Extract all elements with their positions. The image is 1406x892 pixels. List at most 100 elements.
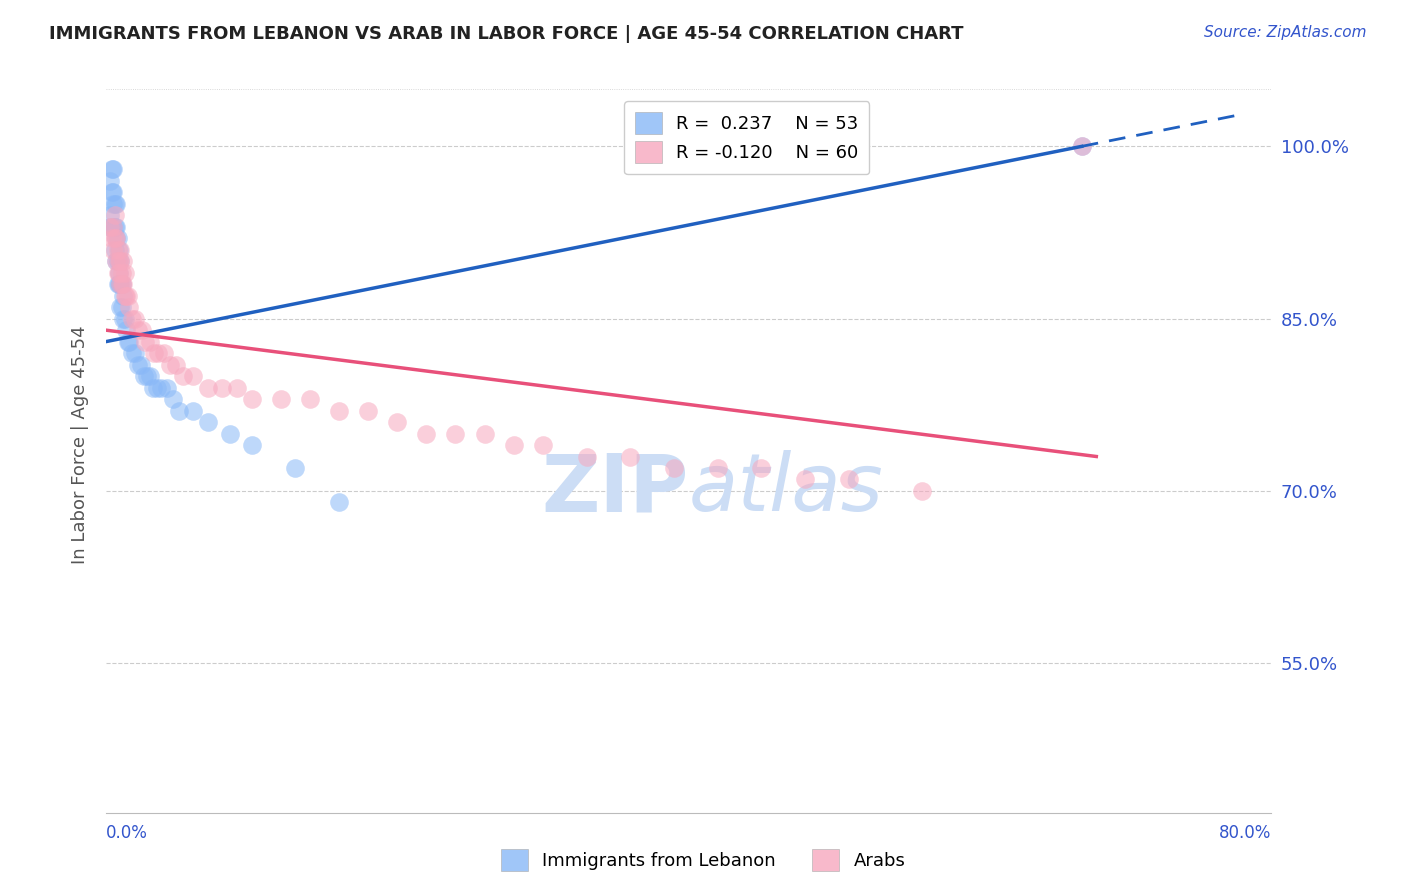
Point <box>108 266 131 280</box>
Point <box>1070 139 1092 153</box>
Text: Source: ZipAtlas.com: Source: ZipAtlas.com <box>1204 25 1367 40</box>
Point <box>114 288 136 302</box>
Point <box>910 483 932 498</box>
Point <box>211 381 233 395</box>
Point <box>98 174 121 188</box>
Point <box>197 381 219 395</box>
Point <box>100 162 122 177</box>
Point <box>240 438 263 452</box>
Point <box>103 219 125 234</box>
Point <box>104 219 127 234</box>
Point <box>112 288 135 302</box>
Point <box>444 426 467 441</box>
Point <box>105 219 128 234</box>
Point <box>108 266 131 280</box>
Point <box>111 277 134 292</box>
Point <box>197 415 219 429</box>
Point <box>328 495 350 509</box>
Point <box>110 277 132 292</box>
Point <box>108 277 131 292</box>
Point <box>143 346 166 360</box>
Point <box>794 473 817 487</box>
Point <box>181 403 204 417</box>
Point <box>226 381 249 395</box>
Point <box>118 300 141 314</box>
Point <box>111 300 134 314</box>
Point <box>181 369 204 384</box>
Point <box>105 254 128 268</box>
Point <box>110 243 132 257</box>
Point <box>117 288 139 302</box>
Point <box>117 334 139 349</box>
Point <box>118 334 141 349</box>
Point <box>127 358 149 372</box>
Point <box>162 392 184 406</box>
Point <box>107 254 129 268</box>
Point <box>124 311 146 326</box>
Point <box>103 186 125 200</box>
Point <box>156 381 179 395</box>
Point <box>284 461 307 475</box>
Point <box>298 392 321 406</box>
Point <box>121 311 143 326</box>
Point <box>98 208 121 222</box>
Point <box>328 403 350 417</box>
Point <box>98 219 121 234</box>
Point <box>103 162 125 177</box>
Point <box>474 426 496 441</box>
Point <box>619 450 641 464</box>
Legend: Immigrants from Lebanon, Arabs: Immigrants from Lebanon, Arabs <box>494 842 912 879</box>
Text: 0.0%: 0.0% <box>105 824 148 842</box>
Text: atlas: atlas <box>689 450 883 528</box>
Point <box>502 438 524 452</box>
Point <box>112 277 135 292</box>
Point <box>134 334 156 349</box>
Point <box>167 403 190 417</box>
Point <box>104 196 127 211</box>
Point <box>110 254 132 268</box>
Point <box>357 403 380 417</box>
Point <box>662 461 685 475</box>
Point <box>104 208 127 222</box>
Point <box>114 266 136 280</box>
Point <box>132 369 155 384</box>
Point <box>110 254 132 268</box>
Point <box>415 426 437 441</box>
Point <box>141 381 163 395</box>
Point <box>108 243 131 257</box>
Point <box>148 346 170 360</box>
Point <box>107 231 129 245</box>
Point <box>103 243 125 257</box>
Y-axis label: In Labor Force | Age 45-54: In Labor Force | Age 45-54 <box>72 326 89 565</box>
Point <box>107 243 129 257</box>
Point <box>838 473 860 487</box>
Point <box>127 323 149 337</box>
Point <box>100 231 122 245</box>
Text: IMMIGRANTS FROM LEBANON VS ARAB IN LABOR FORCE | AGE 45-54 CORRELATION CHART: IMMIGRANTS FROM LEBANON VS ARAB IN LABOR… <box>49 25 963 43</box>
Point <box>172 369 194 384</box>
Point <box>98 219 121 234</box>
Point <box>1070 139 1092 153</box>
Point <box>706 461 728 475</box>
Point <box>103 196 125 211</box>
Point <box>129 358 152 372</box>
Point <box>110 300 132 314</box>
Point <box>103 219 125 234</box>
Point <box>124 346 146 360</box>
Point <box>104 243 127 257</box>
Point <box>270 392 292 406</box>
Legend: R =  0.237    N = 53, R = -0.120    N = 60: R = 0.237 N = 53, R = -0.120 N = 60 <box>624 101 869 174</box>
Point <box>138 334 160 349</box>
Point <box>138 369 160 384</box>
Point <box>131 323 153 337</box>
Point <box>107 277 129 292</box>
Point <box>100 186 122 200</box>
Point <box>111 266 134 280</box>
Point <box>107 266 129 280</box>
Point <box>150 381 173 395</box>
Point <box>749 461 772 475</box>
Point <box>110 277 132 292</box>
Point <box>575 450 598 464</box>
Text: ZIP: ZIP <box>541 450 689 528</box>
Point <box>115 323 138 337</box>
